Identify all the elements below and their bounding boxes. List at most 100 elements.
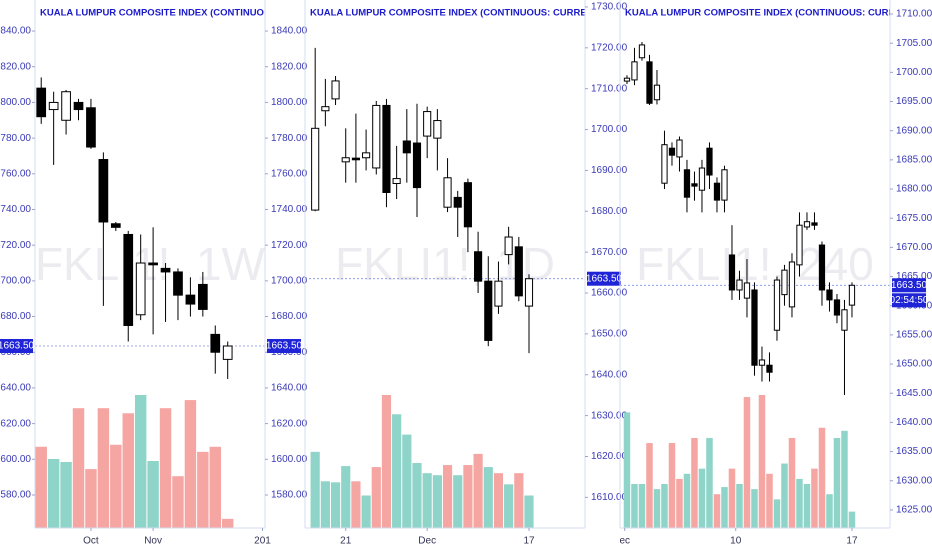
- volume-bar: [691, 437, 698, 528]
- candle-body: [135, 262, 146, 316]
- volume-bar: [758, 395, 766, 528]
- candle-body: [766, 364, 773, 373]
- candle-body: [683, 169, 691, 198]
- candle-body: [781, 269, 788, 296]
- volume-bar: [122, 413, 134, 528]
- x-tick-label: Oct: [83, 536, 99, 547]
- y-tick-label: 1640.00: [591, 369, 628, 380]
- candle-body: [36, 87, 47, 118]
- volume-bar: [209, 446, 221, 528]
- candle-body: [86, 107, 96, 148]
- y-tick-label: 1610.00: [591, 492, 628, 503]
- y-tick-label: 1655.00: [896, 330, 932, 341]
- y-tick-label: 1720.00: [591, 42, 628, 53]
- x-tick-label: 17: [523, 536, 535, 547]
- candle-body: [638, 44, 646, 59]
- chart-title: KUALA LUMPUR COMPOSITE INDEX (CONTINUOUS…: [625, 8, 932, 19]
- candle-body: [653, 84, 661, 101]
- volume-bar: [147, 460, 159, 528]
- y-tick-label: 1740.00: [0, 204, 31, 215]
- y-tick-label: 1690.00: [896, 125, 932, 136]
- candle-body: [631, 61, 638, 81]
- last-price-tag: [0, 338, 33, 353]
- candle-body: [721, 169, 728, 201]
- volume-bar: [442, 465, 453, 528]
- volume-bar: [432, 475, 442, 528]
- last-price-tag: [587, 271, 621, 286]
- candle-body: [728, 254, 736, 291]
- volume-bar: [796, 478, 803, 528]
- volume-bar: [773, 499, 781, 528]
- volume-bar: [330, 482, 341, 528]
- volume-bar: [60, 462, 72, 528]
- candle-body: [841, 309, 848, 331]
- candle-body: [402, 140, 411, 154]
- countdown-label: 02:54:50: [890, 295, 929, 306]
- last-price-tag: [892, 278, 926, 293]
- volume-bar: [402, 434, 412, 528]
- y-tick-label: 1670.00: [591, 247, 628, 258]
- y-tick-label: 1620.00: [0, 418, 31, 429]
- y-tick-label: 1620.00: [271, 418, 308, 429]
- y-tick-label: 1630.00: [591, 410, 628, 421]
- volume-bar: [159, 408, 172, 528]
- y-tick-label: 1650.00: [591, 329, 628, 340]
- volume-bar: [646, 443, 653, 528]
- candle-body: [311, 127, 320, 211]
- volume-bar: [514, 473, 524, 528]
- volume-bar: [110, 444, 122, 528]
- volume-bar: [848, 511, 856, 528]
- x-tick-label: 17: [846, 536, 858, 547]
- volume-bar: [72, 408, 85, 528]
- candle-body: [412, 142, 422, 189]
- candle-body: [736, 279, 743, 291]
- last-price-label: 1663.50: [0, 341, 35, 352]
- y-tick-label: 1800.00: [271, 97, 308, 108]
- candle-body: [222, 345, 233, 360]
- volume-bar: [463, 465, 473, 528]
- volume-bar: [818, 427, 826, 528]
- candle-body: [443, 177, 452, 208]
- y-tick-label: 1700.00: [271, 276, 308, 287]
- last-price-tag: [267, 338, 301, 353]
- volume-bar: [743, 397, 751, 528]
- candle-body: [848, 284, 856, 306]
- candle-body: [524, 278, 534, 307]
- y-tick-label: 1645.00: [896, 388, 932, 399]
- volume-bar: [751, 489, 758, 528]
- y-tick-label: 1660.00: [591, 288, 628, 299]
- y-tick-label: 1690.00: [591, 165, 628, 176]
- y-tick-label: 1840.00: [0, 26, 31, 37]
- y-tick-label: 1665.00: [896, 271, 932, 282]
- candle-body: [148, 262, 158, 266]
- y-tick-label: 1800.00: [0, 97, 31, 108]
- x-tick-label: 201: [254, 536, 271, 547]
- volume-bar: [493, 473, 504, 528]
- y-tick-label: 1700.00: [591, 124, 628, 135]
- candle-body: [463, 182, 472, 228]
- volume-bar: [184, 400, 197, 528]
- volume-bar: [706, 437, 713, 528]
- y-tick-label: 1680.00: [896, 184, 932, 195]
- y-tick-label: 1600.00: [0, 454, 31, 465]
- volume-bar: [47, 458, 60, 528]
- chart-title: KUALA LUMPUR COMPOSITE INDEX (CONTINUOUS…: [40, 8, 311, 19]
- volume-bar: [661, 484, 668, 528]
- candle-body: [811, 222, 818, 226]
- candle-body: [788, 261, 796, 308]
- volume-bar: [766, 473, 773, 528]
- y-tick-label: 1760.00: [0, 168, 31, 179]
- y-tick-label: 1650.00: [896, 359, 932, 370]
- volume-bar: [412, 463, 422, 528]
- y-tick-label: 1635.00: [896, 446, 932, 457]
- last-price-label: 1663.50: [586, 273, 623, 284]
- candle-body: [423, 111, 432, 137]
- candle-body: [362, 152, 371, 159]
- candle-body: [803, 221, 811, 228]
- y-tick-label: 1630.00: [896, 475, 932, 486]
- candle-body: [160, 267, 171, 273]
- y-tick-label: 1710.00: [896, 9, 932, 20]
- candle-body: [826, 289, 833, 301]
